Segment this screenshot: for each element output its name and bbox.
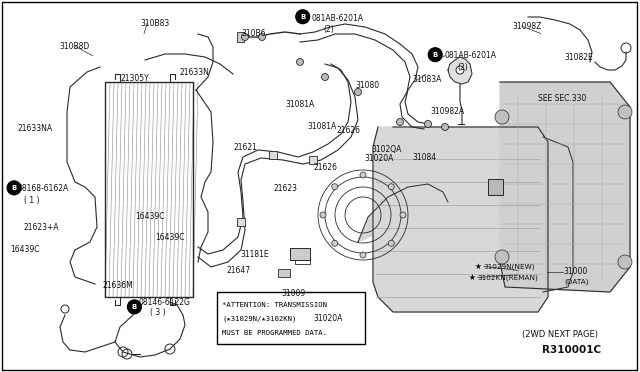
Bar: [488, 179, 503, 195]
Text: 16439C: 16439C: [10, 245, 40, 254]
Bar: [309, 156, 317, 164]
Circle shape: [397, 119, 403, 125]
Circle shape: [355, 89, 362, 96]
Text: 3102KN(REMAN): 3102KN(REMAN): [477, 274, 538, 281]
Circle shape: [400, 212, 406, 218]
Text: *ATTENTION: TRANSMISSION: *ATTENTION: TRANSMISSION: [222, 302, 327, 308]
Text: 21623+A: 21623+A: [23, 223, 59, 232]
Text: B: B: [12, 185, 17, 191]
Circle shape: [428, 48, 442, 62]
Text: 31009: 31009: [282, 289, 306, 298]
Text: ★: ★: [475, 262, 482, 271]
Text: 31083A: 31083A: [413, 76, 442, 84]
Circle shape: [495, 250, 509, 264]
Text: 31098Z: 31098Z: [512, 22, 541, 31]
Text: (2WD NEXT PAGE): (2WD NEXT PAGE): [522, 330, 598, 339]
Text: MUST BE PROGRAMMED DATA.: MUST BE PROGRAMMED DATA.: [222, 330, 327, 336]
Bar: [290, 248, 310, 260]
Circle shape: [442, 124, 449, 131]
Text: 21305Y: 21305Y: [120, 74, 149, 83]
Text: 081AB-6201A: 081AB-6201A: [311, 14, 363, 23]
Circle shape: [332, 240, 338, 246]
Text: (DATA): (DATA): [564, 279, 589, 285]
Text: 31020A: 31020A: [365, 154, 394, 163]
Circle shape: [424, 121, 431, 128]
Text: 21647: 21647: [227, 266, 251, 275]
Polygon shape: [373, 127, 548, 312]
Text: 310B83: 310B83: [141, 19, 170, 28]
Text: 081AB-6201A: 081AB-6201A: [444, 51, 496, 60]
Text: 21623: 21623: [274, 185, 298, 193]
Text: 21636M: 21636M: [102, 281, 133, 290]
Text: 21633NA: 21633NA: [18, 124, 53, 133]
Circle shape: [618, 255, 632, 269]
Circle shape: [332, 184, 338, 190]
Text: ★: ★: [468, 273, 476, 282]
Circle shape: [296, 58, 303, 65]
Text: 310B6: 310B6: [241, 29, 266, 38]
Text: 08168-6162A: 08168-6162A: [18, 185, 69, 193]
Bar: [105, 82, 193, 297]
Circle shape: [456, 66, 464, 74]
Text: 3102QA: 3102QA: [371, 145, 401, 154]
Circle shape: [320, 212, 326, 218]
Bar: [237, 218, 245, 226]
Text: ( 3 ): ( 3 ): [150, 308, 165, 317]
Text: 16439C: 16439C: [136, 212, 165, 221]
Text: 31082E: 31082E: [564, 53, 593, 62]
Text: (2): (2): [324, 25, 335, 34]
Text: 21621: 21621: [234, 143, 257, 152]
Text: SEE SEC.330: SEE SEC.330: [538, 94, 586, 103]
Text: (2): (2): [458, 63, 468, 72]
Text: 31181E: 31181E: [240, 250, 269, 259]
Polygon shape: [448, 57, 472, 84]
Text: 08146-6122G: 08146-6122G: [138, 298, 190, 307]
Text: 31020A: 31020A: [314, 314, 343, 323]
Circle shape: [259, 33, 266, 41]
Text: B: B: [132, 304, 137, 310]
Bar: [217, 292, 365, 344]
Text: 21626: 21626: [314, 163, 338, 172]
Circle shape: [360, 252, 366, 258]
Circle shape: [618, 105, 632, 119]
Circle shape: [241, 33, 248, 41]
Bar: [237, 32, 244, 42]
Text: 310982A: 310982A: [430, 107, 464, 116]
Text: B: B: [300, 14, 305, 20]
Text: 16439C: 16439C: [155, 233, 184, 242]
Polygon shape: [543, 137, 573, 292]
Text: 21626: 21626: [337, 126, 360, 135]
Text: 31081A: 31081A: [307, 122, 337, 131]
Text: 31029N(NEW): 31029N(NEW): [484, 263, 535, 270]
Text: (★31029N/★3102KN): (★31029N/★3102KN): [222, 316, 296, 323]
Circle shape: [360, 172, 366, 178]
Polygon shape: [500, 82, 630, 292]
Circle shape: [495, 110, 509, 124]
Text: 31081A: 31081A: [285, 100, 315, 109]
Circle shape: [388, 184, 394, 190]
Circle shape: [296, 10, 310, 24]
Polygon shape: [358, 184, 448, 242]
Bar: [269, 151, 277, 159]
Text: ( 1 ): ( 1 ): [24, 196, 40, 205]
Text: 310B8D: 310B8D: [60, 42, 90, 51]
Text: B: B: [433, 52, 438, 58]
Circle shape: [7, 181, 21, 195]
Text: 31000: 31000: [563, 267, 588, 276]
Text: 31080: 31080: [356, 81, 380, 90]
Text: R310001C: R310001C: [543, 345, 602, 355]
Circle shape: [321, 74, 328, 80]
Text: 21633N: 21633N: [179, 68, 209, 77]
Bar: [278, 269, 290, 277]
Text: 31084: 31084: [412, 153, 436, 162]
Circle shape: [127, 300, 141, 314]
Circle shape: [388, 240, 394, 246]
